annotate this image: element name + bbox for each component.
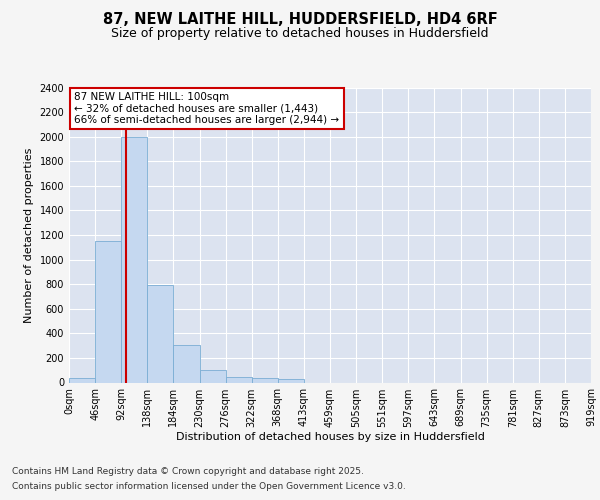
Text: Contains HM Land Registry data © Crown copyright and database right 2025.: Contains HM Land Registry data © Crown c… xyxy=(12,467,364,476)
X-axis label: Distribution of detached houses by size in Huddersfield: Distribution of detached houses by size … xyxy=(176,432,484,442)
Bar xyxy=(278,380,304,382)
Bar xyxy=(173,345,199,383)
Text: 87, NEW LAITHE HILL, HUDDERSFIELD, HD4 6RF: 87, NEW LAITHE HILL, HUDDERSFIELD, HD4 6… xyxy=(103,12,497,28)
Y-axis label: Number of detached properties: Number of detached properties xyxy=(24,148,34,322)
Text: 87 NEW LAITHE HILL: 100sqm
← 32% of detached houses are smaller (1,443)
66% of s: 87 NEW LAITHE HILL: 100sqm ← 32% of deta… xyxy=(74,92,340,125)
Text: Contains public sector information licensed under the Open Government Licence v3: Contains public sector information licen… xyxy=(12,482,406,491)
Bar xyxy=(199,370,226,382)
Bar xyxy=(226,376,252,382)
Text: Size of property relative to detached houses in Huddersfield: Size of property relative to detached ho… xyxy=(111,28,489,40)
Bar xyxy=(252,378,278,382)
Bar xyxy=(69,378,95,382)
Bar xyxy=(95,241,121,382)
Bar xyxy=(121,136,148,382)
Bar xyxy=(148,286,173,382)
